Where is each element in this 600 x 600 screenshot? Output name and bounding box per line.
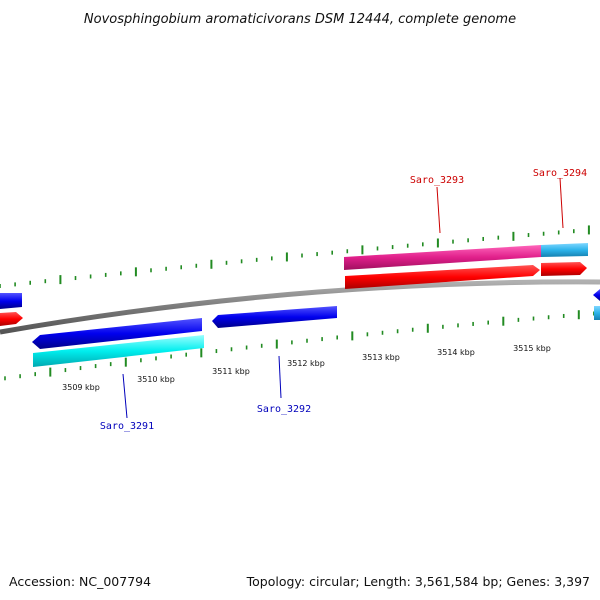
gene-label-leaders bbox=[122, 177, 564, 419]
gene-label-saro-3292[interactable]: Saro_3292 bbox=[257, 404, 311, 415]
accession-text: Accession: NC_007794 bbox=[9, 574, 151, 589]
cds-ring-minus bbox=[32, 289, 600, 349]
gene-left-cds-plus bbox=[0, 312, 23, 326]
scale-label-3512: 3512 kbp bbox=[287, 359, 325, 368]
topology-summary: Topology: circular; Length: 3,561,584 bp… bbox=[246, 574, 590, 589]
map-title: Novosphingobium aromaticivorans DSM 1244… bbox=[84, 12, 516, 27]
gene-label-saro-3291[interactable]: Saro_3291 bbox=[100, 421, 154, 432]
scale-label-3509: 3509 kbp bbox=[62, 383, 100, 392]
cog-ring-plus bbox=[0, 243, 588, 309]
gene-saro-3291-cds bbox=[32, 318, 202, 349]
gene-saro-3291-cog bbox=[33, 335, 204, 367]
gene-right-cds-minus bbox=[593, 289, 600, 301]
gene-saro-3293-cds bbox=[345, 265, 540, 289]
genome-backbone bbox=[0, 279, 600, 335]
gene-label-saro-3294[interactable]: Saro_3294 bbox=[533, 168, 587, 179]
gene-saro-3292-cds bbox=[212, 306, 337, 328]
gene-label-saro-3293[interactable]: Saro_3293 bbox=[410, 175, 464, 186]
cds-ring-plus bbox=[0, 262, 587, 326]
gene-labels: Saro_3291 Saro_3292 Saro_3293 Saro_3294 bbox=[100, 168, 587, 432]
gene-left-cog-plus bbox=[0, 293, 22, 309]
inner-tick-ring bbox=[4, 310, 595, 381]
scale-label-3513: 3513 kbp bbox=[362, 353, 400, 362]
cog-ring-minus bbox=[33, 306, 600, 367]
scale-label-3510: 3510 kbp bbox=[137, 375, 175, 384]
gene-saro-3294-cog bbox=[541, 243, 588, 257]
scale-label-3514: 3514 kbp bbox=[437, 348, 475, 357]
gene-right-cog-minus bbox=[594, 306, 600, 320]
outer-tick-ring bbox=[0, 225, 590, 288]
gene-saro-3294-cds bbox=[541, 262, 587, 276]
scale-labels: 3509 kbp 3510 kbp 3511 kbp 3512 kbp 3513… bbox=[62, 344, 551, 392]
scale-label-3511: 3511 kbp bbox=[212, 367, 250, 376]
scale-label-3515: 3515 kbp bbox=[513, 344, 551, 353]
gene-saro-3293-cog bbox=[344, 245, 541, 270]
